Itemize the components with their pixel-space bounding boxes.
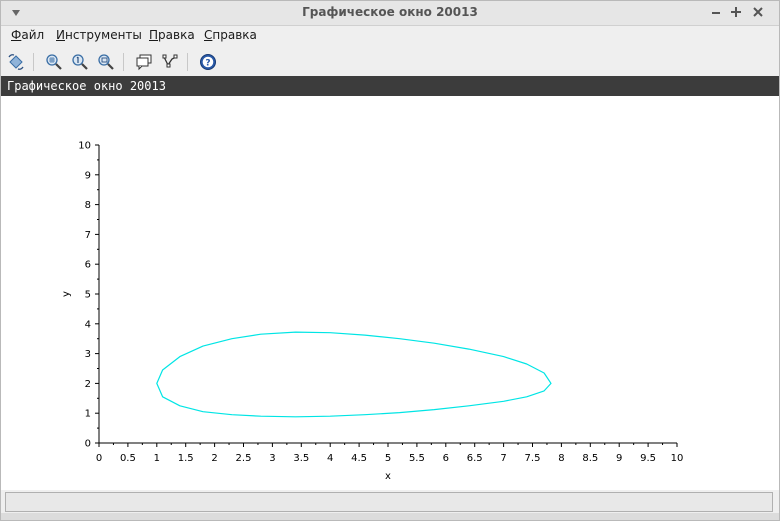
- menu-file[interactable]: Файл: [11, 28, 45, 42]
- window-title: Графическое окно 20013: [302, 5, 478, 19]
- x-tick-label: 1.5: [178, 453, 194, 464]
- y-tick-label: 10: [78, 141, 91, 152]
- y-tick-label: 3: [85, 349, 91, 360]
- y-tick-label: 5: [85, 290, 91, 301]
- x-tick-label: 5.5: [409, 453, 425, 464]
- toolbar-separator: [33, 53, 34, 71]
- datatip-icon[interactable]: [133, 51, 155, 73]
- y-tick-label: 0: [85, 439, 91, 450]
- x-tick-label: 8.5: [582, 453, 598, 464]
- y-tick-label: 6: [85, 260, 91, 271]
- x-tick-label: 9: [616, 453, 622, 464]
- datatip-manager-icon[interactable]: [159, 51, 181, 73]
- y-tick-label: 2: [85, 379, 91, 390]
- zoom-reset-icon[interactable]: [69, 51, 91, 73]
- x-tick-label: 6.5: [467, 453, 483, 464]
- zoom-area-icon[interactable]: [95, 51, 117, 73]
- figure-caption-bar: Графическое окно 20013: [1, 76, 779, 96]
- toolbar: ?: [1, 49, 779, 75]
- y-tick-label: 8: [85, 200, 91, 211]
- x-axis-label: x: [385, 471, 391, 482]
- x-tick-label: 8: [558, 453, 564, 464]
- x-tick-label: 0: [96, 453, 102, 464]
- status-bar: [5, 492, 773, 512]
- help-icon[interactable]: ?: [197, 51, 219, 73]
- x-tick-label: 9.5: [640, 453, 656, 464]
- y-tick-label: 7: [85, 230, 91, 241]
- menu-edit[interactable]: Правка: [149, 28, 195, 42]
- title-bar[interactable]: Графическое окно 20013: [1, 1, 779, 26]
- x-tick-label: 3.5: [293, 453, 309, 464]
- maximize-icon[interactable]: [727, 4, 745, 22]
- x-tick-label: 10: [671, 453, 684, 464]
- y-axis-label: y: [61, 291, 72, 297]
- plot-svg[interactable]: 0 0.5 1 1.5 2 2.5 3 3.5 4 4.5 5 5.5 6 6.5 7 7.5 8 8.5 9 9.5…: [1, 96, 779, 490]
- x-tick-label: 7: [500, 453, 506, 464]
- toolbar-separator: [187, 53, 188, 71]
- menu-help[interactable]: Справка: [204, 28, 257, 42]
- x-tick-label: 4: [327, 453, 333, 464]
- x-tick-label: 6: [443, 453, 449, 464]
- x-tick-label: 2: [211, 453, 217, 464]
- close-icon[interactable]: [749, 4, 767, 22]
- x-tick-label: 7.5: [525, 453, 541, 464]
- menu-tools[interactable]: Инструменты: [56, 28, 142, 42]
- x-tick-label: 3: [269, 453, 275, 464]
- y-tick-label: 1: [85, 409, 91, 420]
- rotate-icon[interactable]: [5, 51, 27, 73]
- x-tick-label: 0.5: [120, 453, 136, 464]
- window-menu-icon[interactable]: [7, 4, 25, 22]
- svg-text:?: ?: [205, 59, 210, 69]
- x-tick-label: 4.5: [351, 453, 367, 464]
- x-tick-label: 5: [385, 453, 391, 464]
- zoom-in-icon[interactable]: [43, 51, 65, 73]
- x-tick-label: 2.5: [236, 453, 252, 464]
- y-tick-label: 9: [85, 170, 91, 181]
- y-tick-label: 4: [85, 319, 91, 330]
- minimize-icon[interactable]: [707, 4, 725, 22]
- bottom-strip: [1, 513, 779, 520]
- series-line-0: [156, 331, 552, 418]
- plot-canvas[interactable]: 0 0.5 1 1.5 2 2.5 3 3.5 4 4.5 5 5.5 6 6.5 7 7.5 8 8.5 9 9.5…: [1, 96, 779, 490]
- x-tick-label: 1: [154, 453, 160, 464]
- toolbar-separator: [123, 53, 124, 71]
- menu-bar: Файл Инструменты Правка Справка: [1, 26, 779, 48]
